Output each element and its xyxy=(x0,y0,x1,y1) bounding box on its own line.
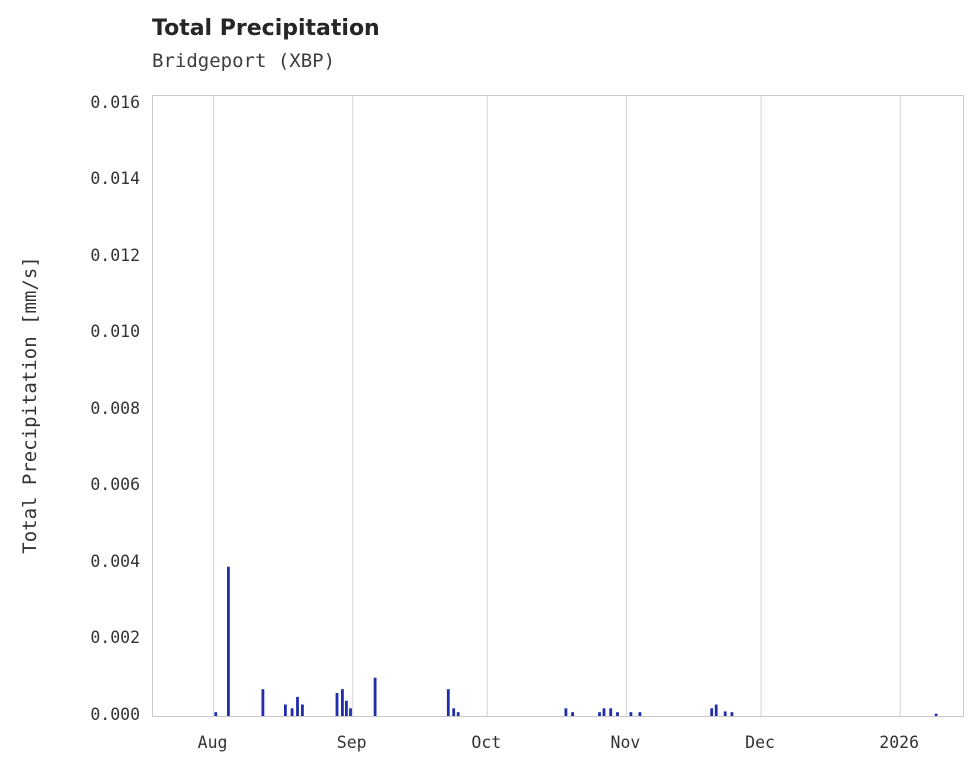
precip-bar xyxy=(290,708,294,716)
precip-bar xyxy=(629,712,633,716)
y-tick-label: 0.002 xyxy=(90,628,140,648)
y-tick-label: 0.006 xyxy=(90,475,140,495)
y-tick-label: 0.014 xyxy=(90,169,140,189)
precip-bar xyxy=(710,708,714,716)
x-tick-label: Oct xyxy=(471,733,502,752)
precip-bar xyxy=(284,704,287,716)
precip-bar xyxy=(349,708,352,716)
precip-bar xyxy=(602,708,606,716)
precip-bar xyxy=(341,689,344,716)
y-tick-label: 0.000 xyxy=(90,705,140,724)
y-tick-label: 0.004 xyxy=(90,551,140,571)
x-tick-label: Aug xyxy=(197,733,228,752)
x-tick-label: Dec xyxy=(745,733,775,752)
y-tick-label: 0.012 xyxy=(90,245,140,265)
chart-title: Total Precipitation xyxy=(152,16,380,41)
chart-subtitle: Bridgeport (XBP) xyxy=(152,50,336,72)
precip-bar xyxy=(301,704,304,716)
precip-bar xyxy=(616,712,619,716)
precip-bar xyxy=(723,711,727,716)
x-tick-label: Sep xyxy=(336,733,367,752)
precip-bar xyxy=(934,713,938,716)
precip-bar xyxy=(714,704,718,716)
precip-bar xyxy=(345,700,348,716)
precip-bar xyxy=(564,708,568,716)
y-tick-label: 0.010 xyxy=(90,322,140,342)
y-tick-label: 0.008 xyxy=(90,398,140,418)
x-tick-label: 2026 xyxy=(879,733,920,752)
precip-bar xyxy=(456,712,460,716)
plot-area xyxy=(152,95,964,717)
precip-bar xyxy=(227,566,230,716)
precip-bar xyxy=(730,712,734,716)
precip-bar xyxy=(214,712,218,716)
precip-bar xyxy=(452,708,456,716)
precip-bar xyxy=(638,712,642,716)
precip-bar xyxy=(598,712,601,716)
precip-bar xyxy=(571,712,574,716)
precip-bar xyxy=(609,708,613,716)
precip-bar xyxy=(446,689,450,716)
precip-bar xyxy=(296,696,299,716)
precip-bar xyxy=(261,689,265,716)
precip-bar xyxy=(335,693,339,716)
x-tick-label: Nov xyxy=(610,733,641,752)
y-axis-label: Total Precipitation [mm/s] xyxy=(19,256,41,554)
y-tick-label: 0.016 xyxy=(90,92,140,112)
precip-bar xyxy=(373,677,377,716)
